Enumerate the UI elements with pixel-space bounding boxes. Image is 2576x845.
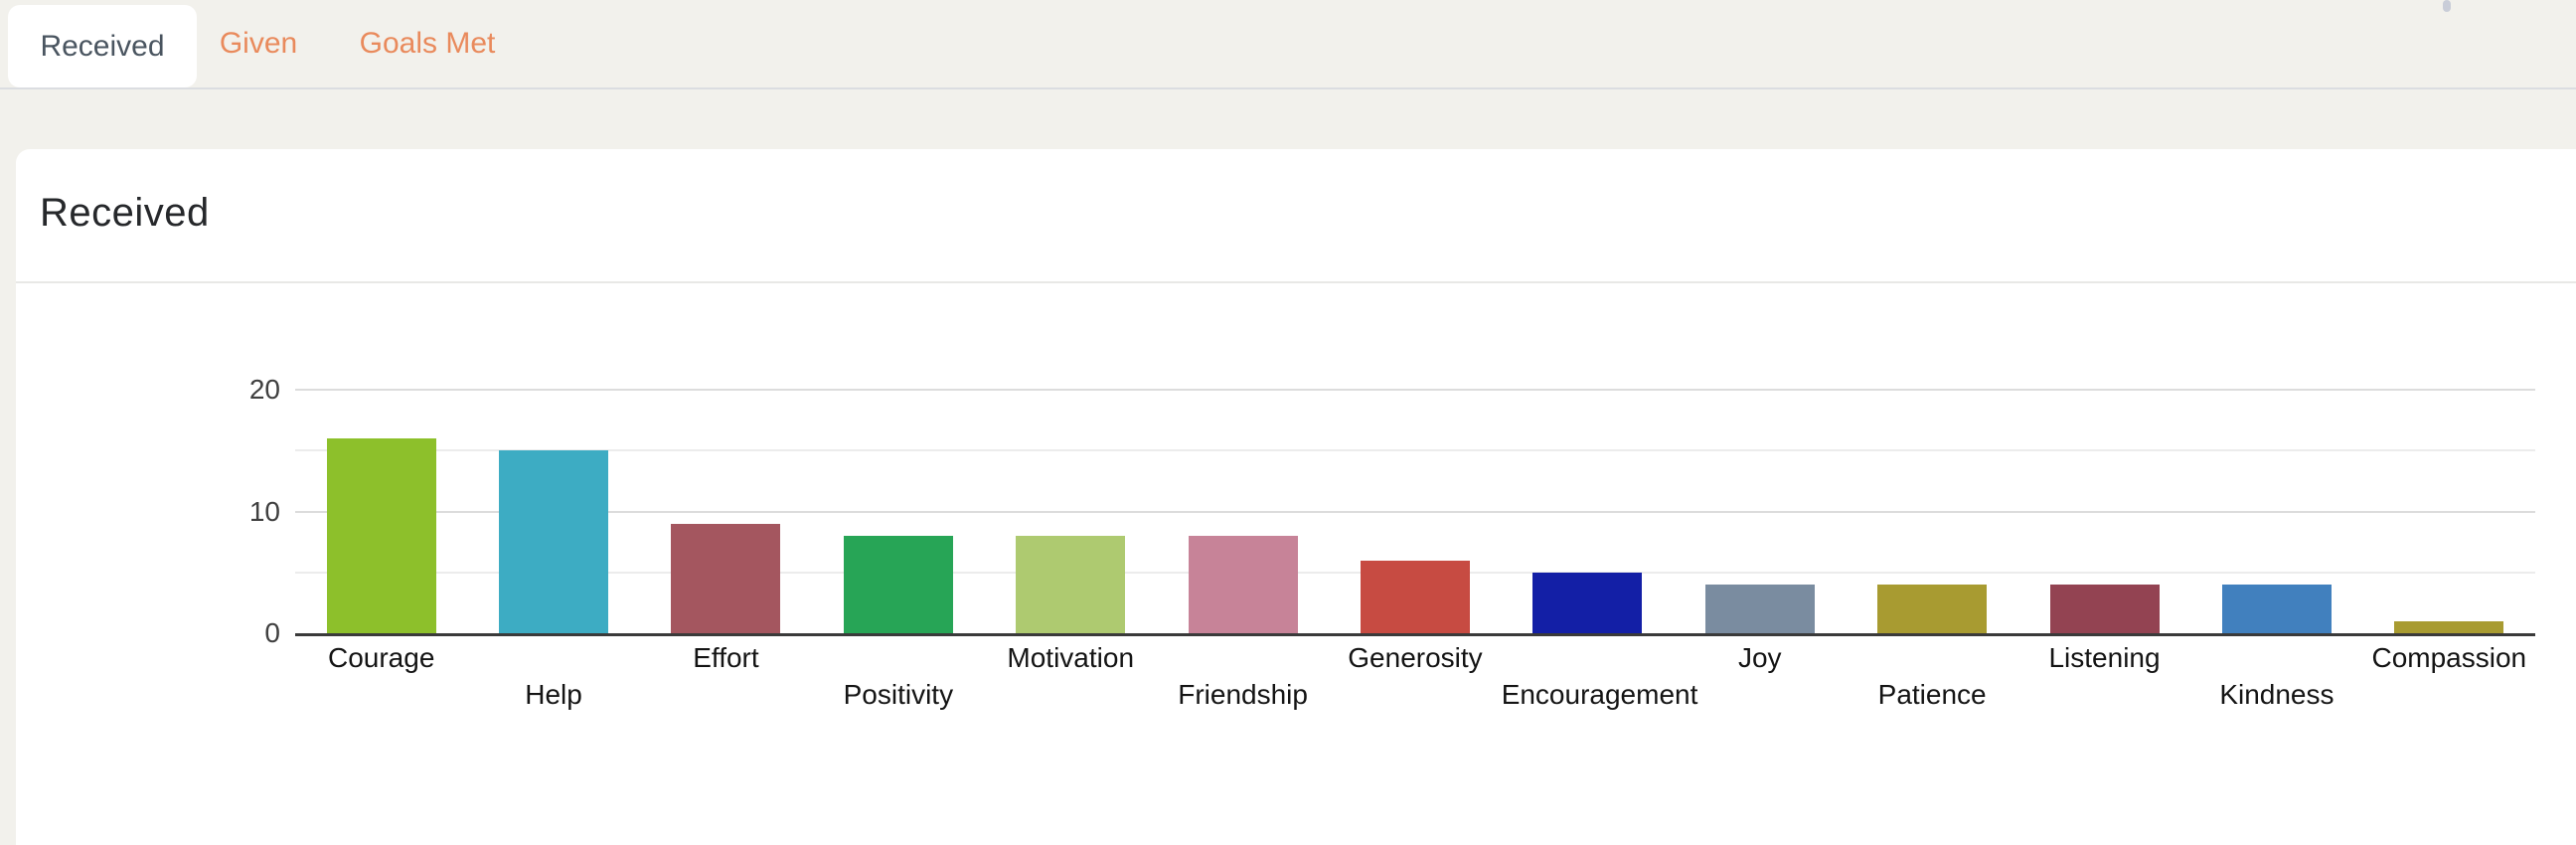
tab-received-label: Received (40, 29, 165, 63)
bar-friendship[interactable] (1188, 536, 1298, 633)
x-label-compassion: Compassion (2371, 642, 2527, 673)
bar-positivity[interactable] (843, 536, 953, 633)
gridline-15 (295, 449, 2535, 452)
scrollbar[interactable] (2443, 0, 2451, 12)
x-label-patience: Patience (1877, 679, 1987, 710)
x-label-help: Help (525, 679, 582, 710)
x-label-joy: Joy (1737, 642, 1782, 673)
bar-joy[interactable] (1704, 585, 1815, 633)
received-card: Received 0 10 20 Courage Help Effort Positivi… (16, 149, 2576, 845)
bar-effort[interactable] (671, 523, 781, 633)
bar-encouragement[interactable] (1532, 572, 1643, 633)
tab-bar: Received Given Goals Met (0, 0, 2576, 89)
x-label-motivation: Motivation (1007, 642, 1135, 673)
bar-generosity[interactable] (1361, 560, 1470, 633)
bar-compassion[interactable] (2394, 620, 2504, 633)
y-tick-label-20: 20 (248, 374, 280, 405)
gridline-20 (295, 389, 2535, 391)
tab-given[interactable]: Given (209, 0, 308, 87)
bar-patience[interactable] (1877, 585, 1988, 633)
page-title: Received (40, 191, 210, 235)
x-label-courage: Courage (327, 642, 435, 673)
tab-goals-met[interactable]: Goals Met (348, 0, 507, 87)
bar-motivation[interactable] (1016, 536, 1126, 633)
bar-courage[interactable] (326, 438, 436, 633)
gridline-10 (295, 510, 2535, 513)
y-tick-label-0: 0 (264, 617, 280, 648)
x-label-friendship: Friendship (1178, 679, 1308, 710)
tab-given-label: Given (219, 27, 298, 60)
x-axis-labels: Courage Help Effort Positivity Motivation Fri… (295, 641, 2535, 721)
divider (16, 281, 2576, 283)
bar-kindness[interactable] (2221, 585, 2332, 633)
x-label-encouragement: Encouragement (1501, 679, 1698, 710)
bar-listening[interactable] (2049, 585, 2160, 633)
x-axis-line (295, 633, 2535, 636)
x-label-positivity: Positivity (843, 679, 954, 710)
tab-goals-met-label: Goals Met (359, 27, 496, 60)
x-label-generosity: Generosity (1348, 642, 1483, 673)
x-label-effort: Effort (693, 642, 759, 673)
bar-help[interactable] (499, 450, 609, 633)
x-label-listening: Listening (2048, 642, 2161, 673)
tab-received[interactable]: Received (8, 5, 197, 87)
plot-area (295, 389, 2535, 636)
x-label-kindness: Kindness (2219, 679, 2334, 710)
y-tick-label-10: 10 (248, 495, 280, 527)
